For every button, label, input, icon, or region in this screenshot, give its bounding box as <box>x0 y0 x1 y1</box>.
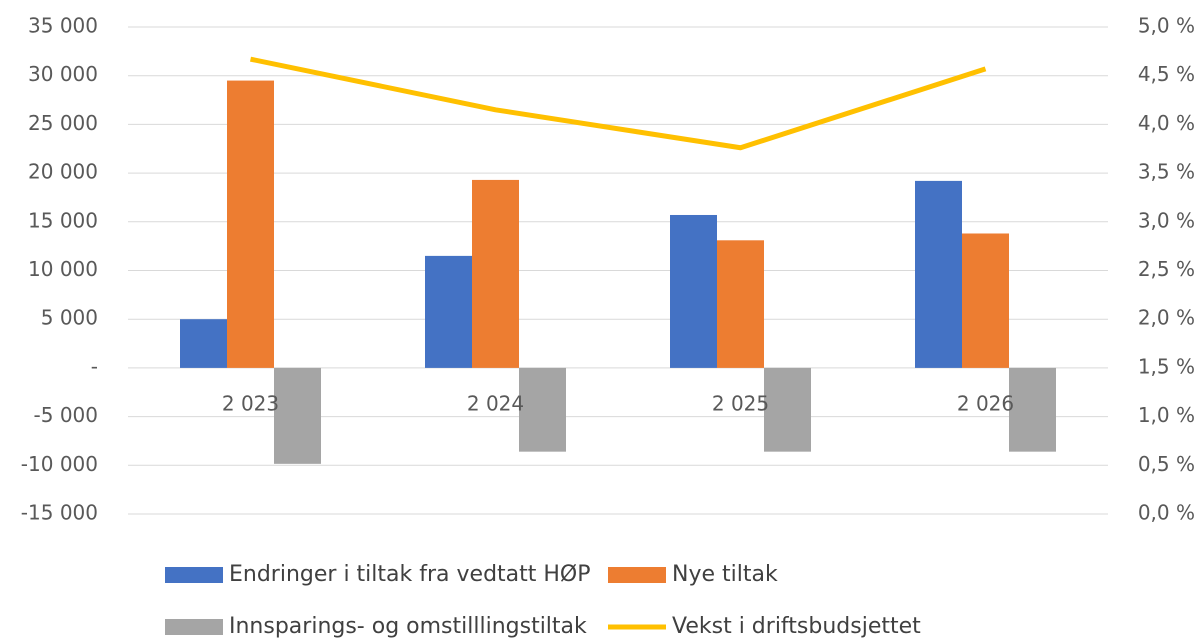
y2-tick-label: 0,0 % <box>1138 501 1195 525</box>
bar <box>425 255 472 368</box>
y2-tick-label: 2,5 % <box>1138 257 1195 281</box>
bar <box>915 180 962 368</box>
y2-tick-label: 1,5 % <box>1138 354 1195 378</box>
y2-tick-label: 0,5 % <box>1138 452 1195 476</box>
y-tick-label: - <box>91 354 98 378</box>
legend-label: Vekst i driftsbudsjettet <box>672 614 921 639</box>
legend-label: Endringer i tiltak fra vedtatt HØP <box>229 562 591 587</box>
legend-swatch <box>165 619 223 635</box>
x-tick-label: 2 025 <box>712 392 769 416</box>
bar <box>227 80 274 368</box>
x-tick-label: 2 024 <box>467 392 524 416</box>
y-tick-label: 15 000 <box>28 208 98 232</box>
bar <box>670 214 717 368</box>
y-tick-label: -15 000 <box>21 501 98 525</box>
bar <box>764 367 811 452</box>
y2-tick-label: 4,5 % <box>1138 62 1195 86</box>
legend-label: Innsparings- og omstilllingstiltak <box>229 614 587 639</box>
bar <box>717 240 764 368</box>
x-tick-label: 2 023 <box>222 392 279 416</box>
y-tick-label: 25 000 <box>28 111 98 135</box>
y-tick-label: 35 000 <box>28 14 98 38</box>
bar <box>274 367 321 464</box>
legend-label: Nye tiltak <box>672 562 778 587</box>
y-tick-label: 20 000 <box>28 160 98 184</box>
y-tick-label: -5 000 <box>34 403 98 427</box>
y-tick-label: 5 000 <box>41 306 98 330</box>
bar <box>1009 367 1056 452</box>
bar <box>180 319 227 368</box>
bar <box>472 179 519 368</box>
y2-tick-label: 3,0 % <box>1138 208 1195 232</box>
legend-swatch <box>165 567 223 583</box>
y2-tick-label: 5,0 % <box>1138 14 1195 38</box>
y-tick-label: 30 000 <box>28 62 98 86</box>
y-tick-label: -10 000 <box>21 452 98 476</box>
y-tick-label: 10 000 <box>28 257 98 281</box>
y2-tick-label: 4,0 % <box>1138 111 1195 135</box>
bar <box>519 367 566 452</box>
x-tick-label: 2 026 <box>957 392 1014 416</box>
y2-tick-label: 2,0 % <box>1138 306 1195 330</box>
bar <box>962 233 1009 368</box>
y2-tick-label: 3,5 % <box>1138 160 1195 184</box>
y2-tick-label: 1,0 % <box>1138 403 1195 427</box>
legend-swatch <box>608 567 666 583</box>
line <box>249 56 987 151</box>
